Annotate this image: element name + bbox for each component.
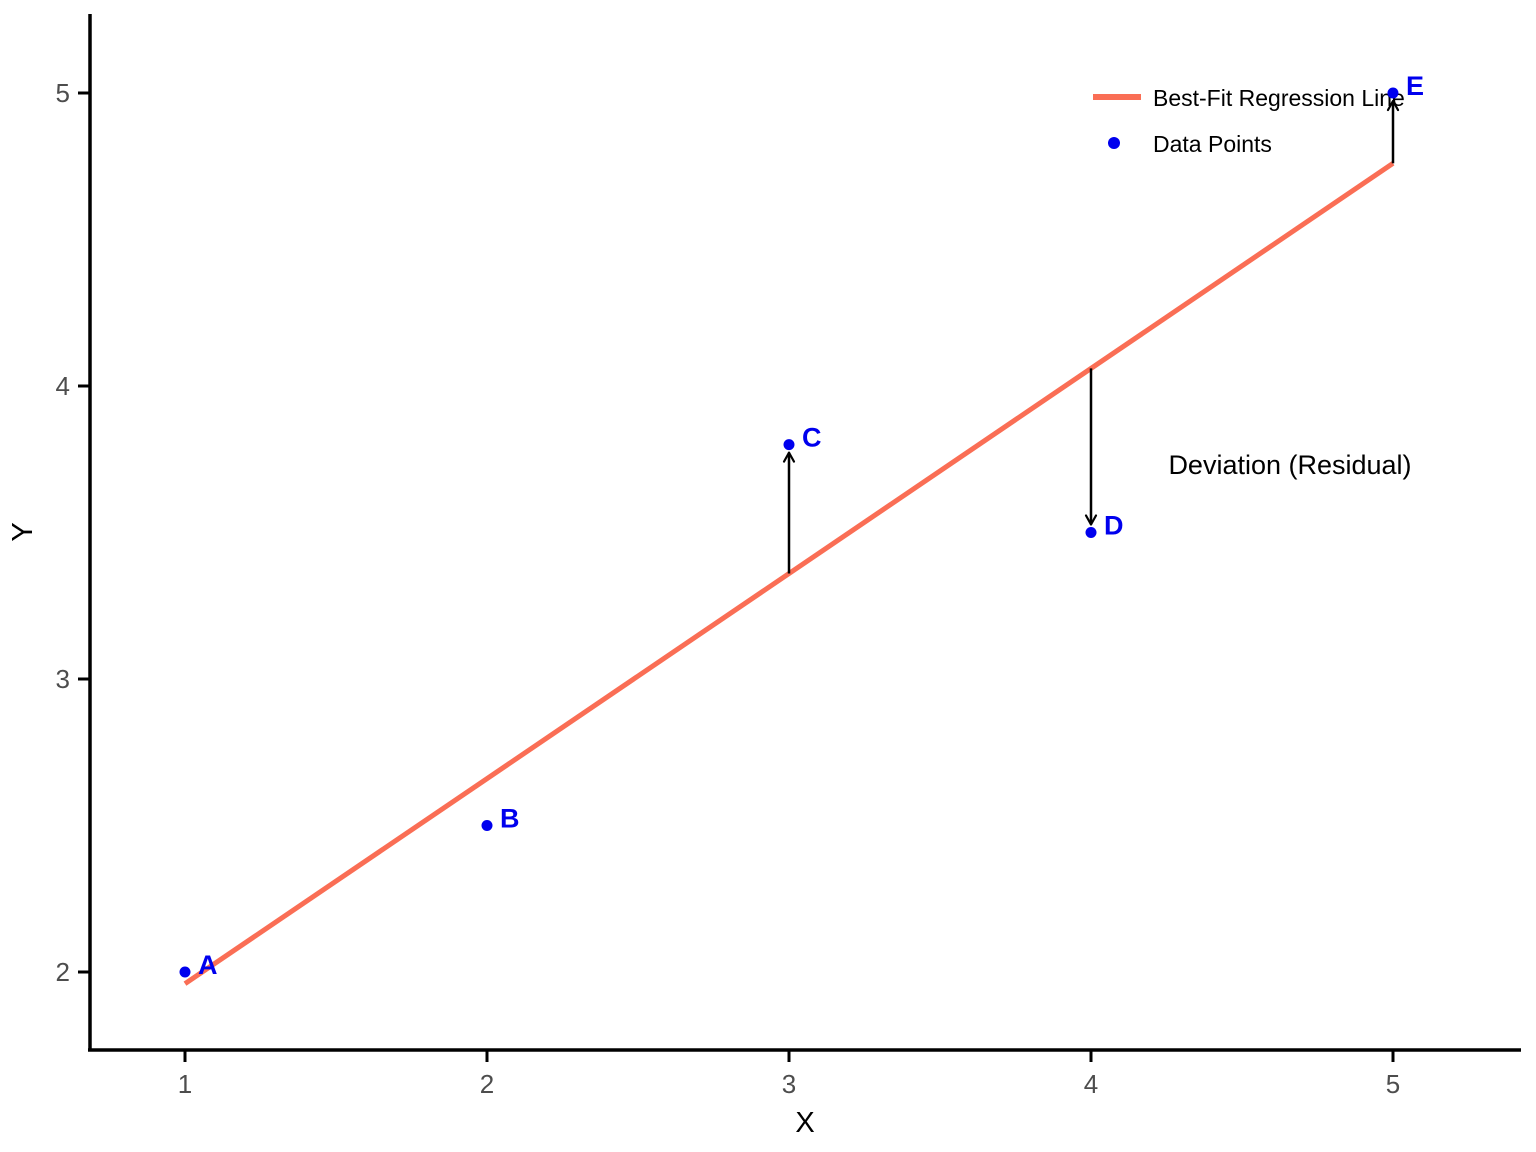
point-label-D: D — [1104, 511, 1124, 541]
x-tick-label-3: 3 — [782, 1069, 796, 1099]
legend-data-points-label: Data Points — [1153, 131, 1272, 157]
legend-regression-line-label: Best-Fit Regression Line — [1153, 85, 1405, 111]
y-tick-label-4: 4 — [56, 371, 70, 401]
y-axis-title: Y — [7, 522, 39, 541]
y-tick-label-5: 5 — [56, 78, 70, 108]
data-point-B — [481, 820, 493, 831]
data-point-C — [783, 439, 795, 451]
point-label-C: C — [802, 423, 822, 453]
data-point-A — [179, 966, 191, 978]
data-points: A B C D E — [179, 71, 1424, 980]
x-axis-ticks: 1 2 3 4 5 — [178, 1050, 1400, 1099]
point-label-A: A — [198, 950, 218, 980]
deviation-annotation: Deviation (Residual) — [1168, 450, 1411, 480]
x-tick-label-2: 2 — [480, 1069, 494, 1099]
point-label-E: E — [1406, 71, 1424, 101]
data-point-E — [1387, 87, 1399, 99]
x-axis-title: X — [795, 1107, 814, 1139]
x-tick-label-4: 4 — [1084, 1069, 1098, 1099]
residual-arrows — [782, 99, 1400, 574]
point-label-B: B — [500, 804, 520, 834]
legend: Best-Fit Regression Line Data Points — [1093, 85, 1405, 157]
axes — [88, 14, 1521, 1052]
x-tick-label-1: 1 — [178, 1069, 192, 1099]
y-axis-ticks: 2 3 4 5 — [56, 78, 90, 987]
data-point-D — [1085, 527, 1097, 538]
y-tick-label-3: 3 — [56, 664, 70, 694]
x-tick-label-5: 5 — [1386, 1069, 1400, 1099]
y-tick-label-2: 2 — [56, 957, 70, 987]
legend-data-point-swatch-icon — [1108, 137, 1120, 149]
